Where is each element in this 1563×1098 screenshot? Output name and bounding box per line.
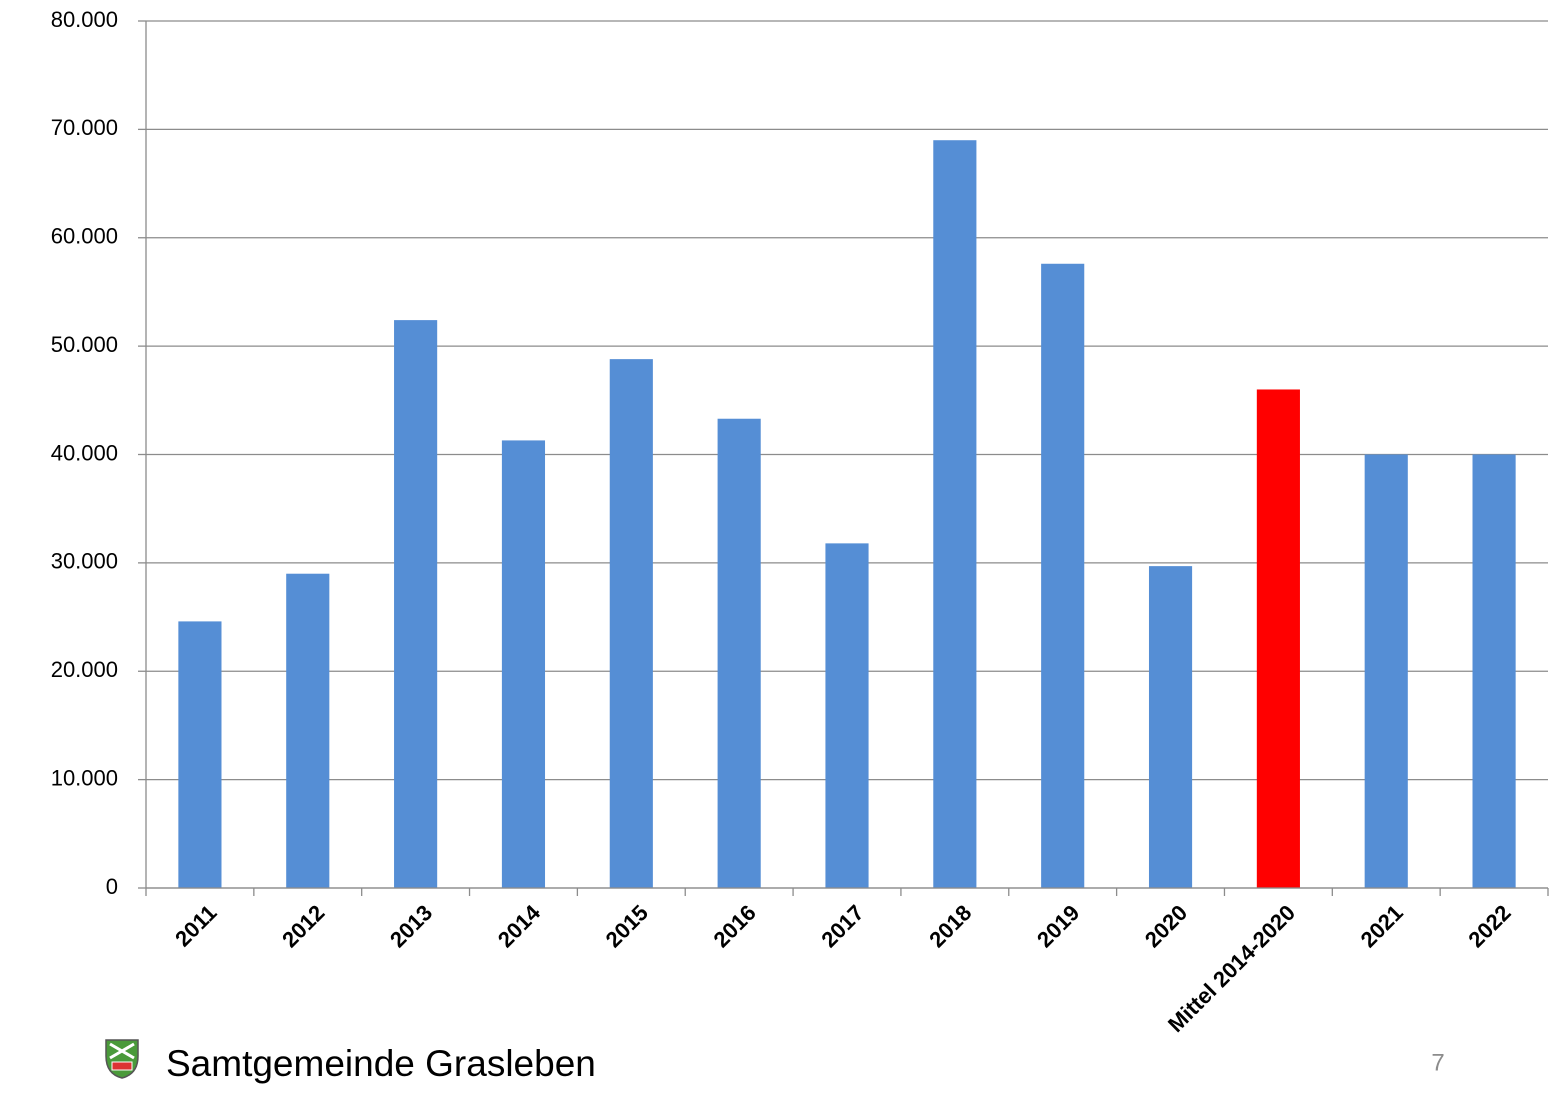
bar	[717, 418, 761, 888]
bar	[178, 621, 222, 888]
bar	[1364, 454, 1408, 888]
x-tick-label: 2014	[493, 899, 546, 952]
bar	[609, 359, 653, 888]
y-tick-label: 20.000	[51, 657, 118, 682]
y-tick-label: 50.000	[51, 332, 118, 357]
x-tick-label: 2017	[816, 900, 868, 952]
bar	[1148, 566, 1193, 888]
x-tick-label: 2015	[601, 900, 653, 952]
x-tick-label: 2012	[277, 900, 329, 952]
y-tick-label: 80.000	[51, 7, 118, 32]
y-tick-label: 0	[106, 874, 118, 899]
x-tick-label: 2021	[1356, 900, 1408, 952]
x-tick-label: 2011	[170, 900, 221, 951]
y-tick-label: 70.000	[51, 115, 118, 140]
bar	[933, 140, 977, 888]
x-tick-label: 2013	[385, 900, 437, 952]
x-tick-label: 2022	[1463, 900, 1515, 952]
y-tick-label: 60.000	[51, 224, 118, 249]
bar	[1472, 454, 1516, 888]
bar	[286, 573, 330, 888]
y-tick-label: 40.000	[51, 440, 118, 465]
page-number: 7	[1431, 1049, 1444, 1076]
bar	[1256, 389, 1300, 888]
footer-organization: Samtgemeinde Grasleben	[166, 1043, 596, 1084]
x-tick-label: 2019	[1032, 900, 1084, 952]
bar	[825, 543, 869, 888]
x-tick-label: 2016	[709, 900, 761, 952]
bar	[394, 320, 438, 888]
x-tick-label: 2018	[924, 900, 976, 952]
y-tick-label: 10.000	[51, 765, 118, 790]
y-tick-label: 30.000	[51, 549, 118, 574]
bar	[501, 440, 546, 888]
logo	[105, 1039, 139, 1079]
bar	[1041, 263, 1085, 888]
x-tick-label: 2020	[1140, 900, 1192, 952]
